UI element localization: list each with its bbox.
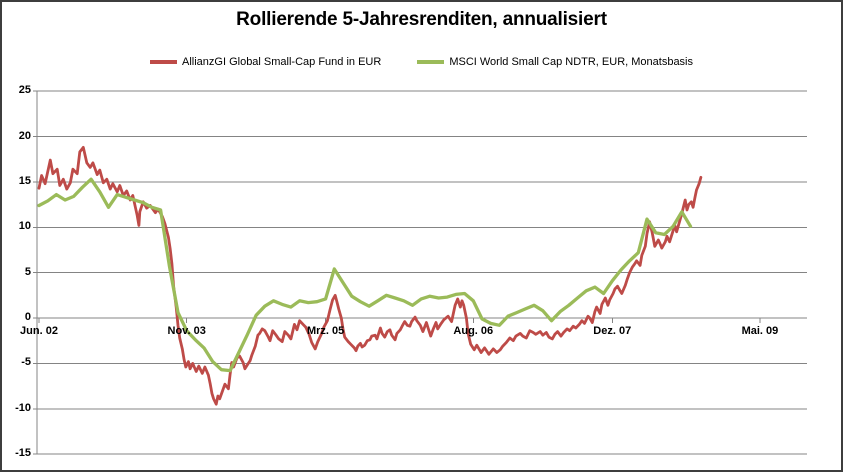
y-axis-label: -5 [21,356,31,369]
x-axis-label: Nov. 03 [167,325,206,337]
y-axis-label: 20 [18,129,31,142]
x-axis-label: Dez. 07 [593,325,632,337]
x-axis-label: Jun. 02 [20,325,58,337]
y-axis-label: 15 [18,174,31,187]
series-line-fund-red [37,145,703,406]
y-axis-label: 25 [18,84,31,97]
y-axis-label: -15 [15,447,31,460]
legend-item-index: MSCI World Small Cap NDTR, EUR, Monatsba… [417,56,693,68]
chart-title: Rollierende 5-Jahresrenditen, annualisie… [236,9,607,30]
y-axis-label: 10 [18,220,31,233]
y-axis-label: -10 [15,401,31,414]
legend-label-fund: AllianzGI Global Small-Cap Fund in EUR [182,56,382,68]
y-axis-label: 0 [24,311,31,323]
x-axis-label: Aug. 06 [453,325,494,337]
legend-line-marker-red [150,60,177,64]
legend: AllianzGI Global Small-Cap Fund in EUR M… [0,56,843,68]
y-axis-label: 5 [24,265,31,278]
legend-item-fund: AllianzGI Global Small-Cap Fund in EUR [150,56,381,68]
x-axis-label: Mai. 09 [741,325,779,337]
legend-line-marker-green [417,60,445,64]
legend-label-index: MSCI World Small Cap NDTR, EUR, Monatsba… [449,56,693,68]
x-axis-label: Mrz. 05 [306,325,345,337]
series-line-msci-green [37,177,693,373]
